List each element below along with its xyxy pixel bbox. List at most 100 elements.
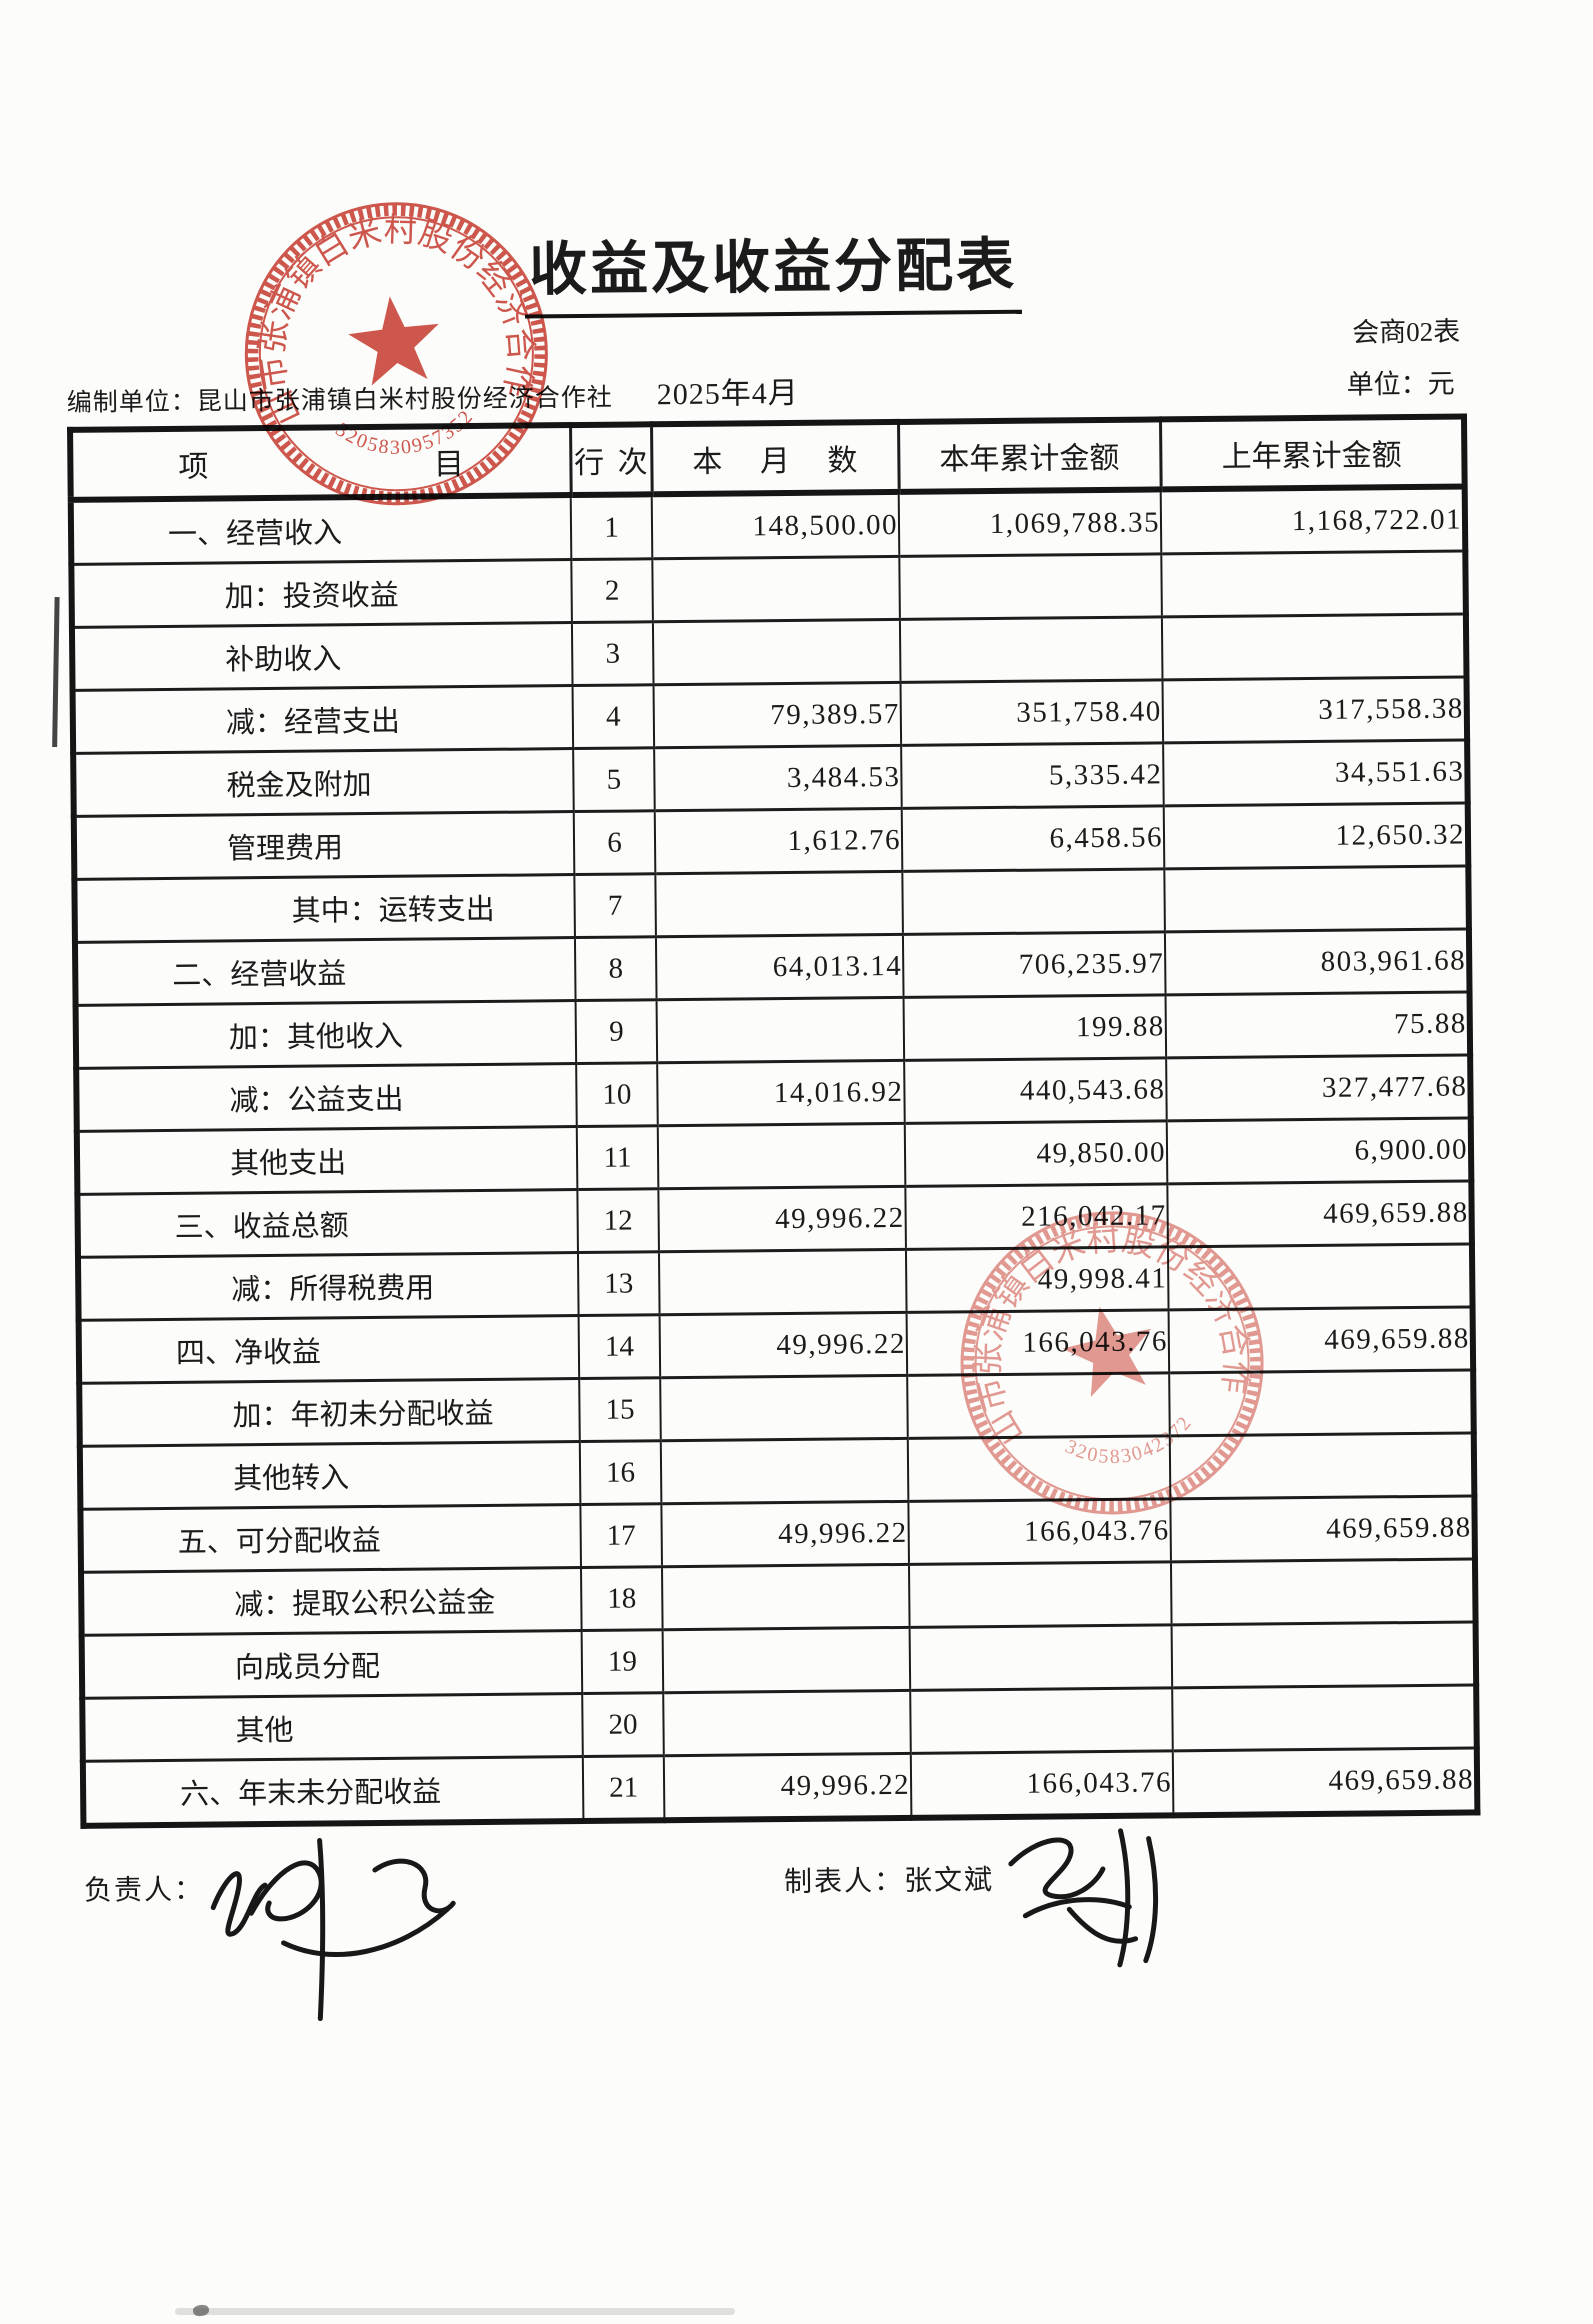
cell-line-no: 17 (580, 1503, 662, 1568)
cell-prev-year-total: 469,659.88 (1168, 1306, 1474, 1373)
cell-month (658, 1249, 907, 1315)
cell-prev-year-total: 469,659.88 (1172, 1747, 1478, 1816)
cell-prev-year-total (1169, 1369, 1474, 1436)
table-row: 六、年末未分配收益 21 49,996.22 166,043.76 469,65… (82, 1747, 1478, 1826)
cell-item: 加：投资收益 (71, 559, 572, 628)
cell-month: 14,016.92 (657, 1060, 905, 1126)
cell-prev-year-total (1171, 1621, 1477, 1688)
cell-item: 五、可分配收益 (80, 1504, 581, 1573)
cell-line-no: 1 (570, 494, 653, 560)
cell-year-total (899, 616, 1163, 683)
cell-line-no: 9 (575, 999, 658, 1064)
cell-month (662, 1627, 911, 1693)
cell-year-total (902, 868, 1165, 935)
cell-month (661, 1564, 910, 1630)
cell-item: 向成员分配 (81, 1630, 583, 1699)
col-header-prev-year: 上年累计金额 (1160, 416, 1465, 490)
signature-responsible (210, 1838, 456, 2022)
cell-line-no: 7 (574, 873, 656, 938)
col-header-year-total: 本年累计金额 (898, 419, 1161, 492)
cell-prev-year-total: 34,551.63 (1163, 739, 1468, 806)
cell-line-no: 4 (572, 684, 655, 749)
cell-line-no: 19 (581, 1629, 664, 1694)
cell-item: 其他支出 (76, 1126, 578, 1195)
cell-line-no: 5 (573, 747, 655, 812)
cell-month (656, 997, 905, 1063)
cell-prev-year-total (1161, 613, 1467, 680)
cell-line-no: 18 (580, 1566, 663, 1631)
cell-month: 3,484.53 (654, 745, 902, 811)
cell-line-no: 15 (579, 1377, 661, 1442)
cell-item: 管理费用 (73, 811, 575, 880)
signature-preparer (1008, 1828, 1159, 1968)
cell-line-no: 6 (573, 810, 656, 875)
prepared-by-label: 编制单位： (66, 388, 197, 417)
cell-year-total: 440,543.68 (904, 1057, 1167, 1124)
cell-year-total: 49,850.00 (904, 1120, 1168, 1187)
responsible-line: 负责人： (84, 1868, 204, 1909)
cell-year-total (899, 553, 1162, 620)
income-table-wrap: 项 目 行 次 本 月 数 本年累计金额 上年累计金额 一、经营收入 1 148… (67, 413, 1481, 1829)
cell-year-total: 166,043.76 (906, 1309, 1170, 1376)
cell-line-no: 21 (582, 1755, 665, 1822)
cell-prev-year-total (1164, 865, 1469, 932)
cell-year-total: 6,458.56 (901, 805, 1165, 872)
cell-prev-year-total: 1,168,722.01 (1160, 486, 1466, 554)
cell-item: 减：所得税费用 (77, 1252, 579, 1321)
preparer-label: 制表人： (783, 1865, 905, 1899)
cell-prev-year-total: 317,558.38 (1162, 676, 1468, 743)
cell-prev-year-total: 469,659.88 (1167, 1180, 1472, 1247)
cell-month (652, 556, 900, 622)
cell-item: 其他转入 (79, 1441, 581, 1510)
cell-line-no: 3 (571, 621, 654, 686)
prepared-by-value: 昆山市张浦镇白米村股份经济合作社 (196, 384, 613, 416)
cell-year-total: 216,042.17 (905, 1183, 1168, 1250)
cell-prev-year-total: 12,650.32 (1163, 802, 1469, 869)
cell-month: 49,996.22 (663, 1753, 912, 1821)
cell-item: 减：提取公积公益金 (81, 1567, 582, 1636)
cell-item: 加：年初未分配收益 (79, 1378, 580, 1447)
cell-month (660, 1438, 909, 1504)
col-header-month: 本 月 数 (651, 421, 899, 495)
col-header-line-no: 行 次 (570, 424, 652, 496)
responsible-label: 负责人： (83, 1874, 205, 1907)
cell-month (652, 619, 901, 685)
cell-item: 补助收入 (71, 622, 573, 691)
cell-item: 二、经营收益 (74, 937, 576, 1006)
cell-item: 减：经营支出 (72, 685, 574, 754)
cell-month: 1,612.76 (654, 808, 903, 874)
cell-line-no: 14 (578, 1314, 661, 1379)
report-period: 2025年4月 (656, 376, 799, 412)
cell-year-total (909, 1624, 1173, 1691)
cell-prev-year-total (1170, 1558, 1476, 1625)
cell-item: 税金及附加 (73, 748, 574, 817)
cell-prev-year-total (1169, 1432, 1475, 1499)
form-code: 会商02表 (1352, 316, 1461, 348)
cell-month: 49,996.22 (658, 1186, 906, 1252)
cell-prev-year-total: 327,477.68 (1166, 1054, 1471, 1121)
cell-item: 三、收益总额 (77, 1189, 578, 1258)
preparer-name: 张文斌 (903, 1865, 995, 1897)
cell-line-no: 10 (576, 1062, 658, 1127)
income-table: 项 目 行 次 本 月 数 本年累计金额 上年累计金额 一、经营收入 1 148… (67, 413, 1481, 1829)
cell-month: 49,996.22 (659, 1312, 908, 1378)
preparer-line: 制表人：张文斌 (784, 1858, 994, 1900)
cell-item: 其他 (82, 1693, 583, 1762)
cell-year-total: 166,043.76 (908, 1498, 1171, 1565)
cell-line-no: 11 (576, 1125, 659, 1190)
cell-year-total: 49,998.41 (905, 1246, 1169, 1313)
cell-year-total: 351,758.40 (900, 679, 1164, 746)
cell-year-total (910, 1687, 1173, 1754)
cell-year-total: 5,335.42 (901, 742, 1164, 809)
prepared-by-line: 编制单位：昆山市张浦镇白米村股份经济合作社 (67, 378, 613, 419)
cell-item: 减：公益支出 (76, 1063, 577, 1132)
cell-item: 其中：运转支出 (74, 874, 575, 943)
cell-prev-year-total: 803,961.68 (1164, 928, 1470, 995)
cell-month: 148,500.00 (651, 491, 900, 559)
cell-year-total: 199.88 (903, 994, 1167, 1061)
cell-prev-year-total (1172, 1684, 1477, 1751)
title-row: 收益及收益分配表 (0, 213, 1555, 324)
cell-prev-year-total: 469,659.88 (1170, 1495, 1475, 1562)
cell-line-no: 12 (577, 1188, 659, 1253)
